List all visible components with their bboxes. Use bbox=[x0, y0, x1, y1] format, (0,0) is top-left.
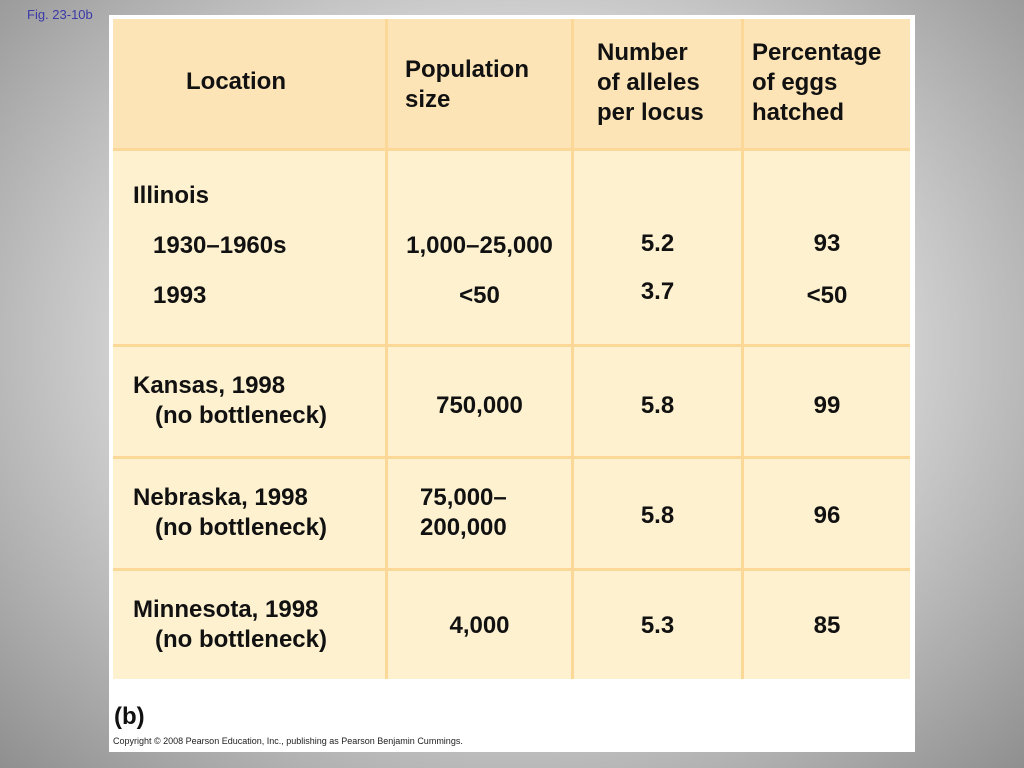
header-line: size bbox=[405, 86, 451, 113]
illinois-eggs-1: 93 bbox=[813, 230, 841, 257]
location-line: Kansas, 1998 bbox=[133, 372, 286, 399]
row-divider bbox=[113, 344, 910, 347]
illinois-period-1: 1930–1960s bbox=[153, 232, 287, 259]
kansas-alleles: 5.8 bbox=[640, 392, 675, 419]
column-divider bbox=[571, 19, 574, 679]
nebraska-population: 75,000– 200,000 bbox=[420, 483, 507, 543]
row-divider bbox=[113, 456, 910, 459]
column-divider bbox=[741, 19, 744, 679]
kansas-location: Kansas, 1998 (no bottleneck) bbox=[133, 371, 327, 431]
population-line: 750,000 bbox=[436, 392, 523, 419]
location-line: Nebraska, 1998 bbox=[133, 484, 308, 511]
population-line: 75,000– bbox=[420, 484, 507, 511]
kansas-population: 750,000 bbox=[388, 391, 571, 421]
population-line: 200,000 bbox=[420, 514, 507, 541]
data-table: Location Population size Number of allel… bbox=[113, 19, 910, 679]
header-line: per locus bbox=[597, 99, 704, 126]
illinois-period-2: 1993 bbox=[153, 282, 207, 309]
location-note: (no bottleneck) bbox=[155, 626, 327, 653]
header-eggs-hatched: Percentage of eggs hatched bbox=[752, 38, 881, 128]
illinois-alleles-1: 5.2 bbox=[640, 230, 675, 257]
location-note: (no bottleneck) bbox=[155, 402, 327, 429]
header-alleles-per-locus: Number of alleles per locus bbox=[597, 38, 704, 128]
header-line: of alleles bbox=[597, 69, 700, 96]
illinois-population-2: <50 bbox=[459, 282, 500, 309]
header-band bbox=[113, 19, 910, 149]
row-divider bbox=[113, 148, 910, 151]
header-line: Percentage bbox=[752, 39, 882, 66]
minnesota-alleles: 5.3 bbox=[640, 612, 675, 639]
location-note: (no bottleneck) bbox=[155, 514, 327, 541]
header-line: of eggs bbox=[752, 69, 838, 96]
header-line: Population bbox=[405, 56, 529, 83]
illinois-title: Illinois bbox=[133, 182, 210, 209]
minnesota-eggs: 85 bbox=[813, 612, 841, 639]
header-line: Location bbox=[186, 68, 286, 95]
panel-letter: (b) bbox=[114, 703, 145, 730]
minnesota-population: 4,000 bbox=[388, 611, 571, 641]
column-divider bbox=[385, 19, 388, 679]
header-line: Number bbox=[597, 39, 688, 66]
illinois-population-1: 1,000–25,000 bbox=[406, 232, 553, 259]
minnesota-location: Minnesota, 1998 (no bottleneck) bbox=[133, 595, 327, 655]
nebraska-alleles: 5.8 bbox=[640, 502, 675, 529]
figure-panel: Location Population size Number of allel… bbox=[109, 15, 915, 752]
kansas-eggs: 99 bbox=[813, 392, 841, 419]
nebraska-location: Nebraska, 1998 (no bottleneck) bbox=[133, 483, 327, 543]
row-divider bbox=[113, 568, 910, 571]
copyright-notice: Copyright © 2008 Pearson Education, Inc.… bbox=[113, 736, 463, 746]
header-line: hatched bbox=[752, 99, 845, 126]
illinois-alleles-2: 3.7 bbox=[640, 278, 675, 305]
figure-label: Fig. 23-10b bbox=[27, 7, 93, 22]
population-line: 4,000 bbox=[449, 612, 510, 639]
header-location: Location bbox=[186, 67, 286, 97]
location-line: Minnesota, 1998 bbox=[133, 596, 319, 623]
illinois-eggs-2: <50 bbox=[806, 282, 848, 309]
nebraska-eggs: 96 bbox=[813, 502, 841, 529]
header-population-size: Population size bbox=[405, 55, 529, 115]
